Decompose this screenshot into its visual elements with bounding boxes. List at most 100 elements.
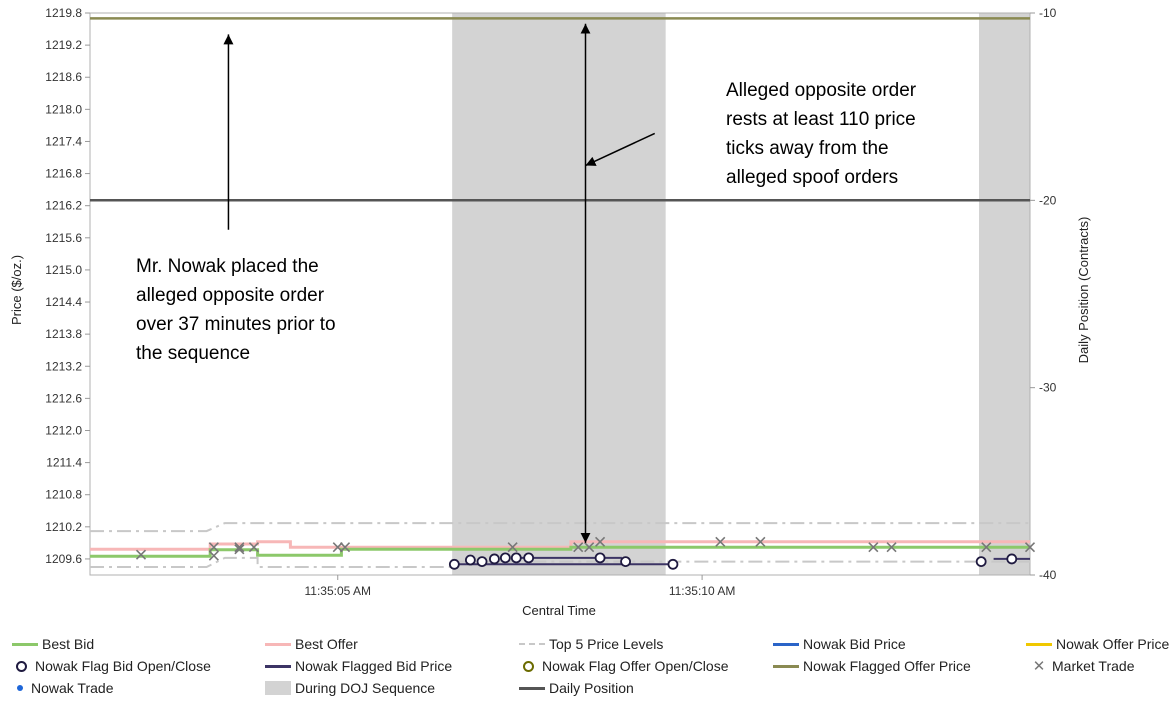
market-trade-marker (755, 536, 766, 547)
legend-item-daily-position: Daily Position (519, 678, 634, 698)
doj-sequence-shade (978, 13, 1030, 575)
market-trade-marker (595, 536, 606, 547)
y-tick-label: 1209.6 (45, 552, 82, 566)
y-tick-label: 1213.2 (45, 359, 82, 373)
legend-label: Daily Position (549, 680, 634, 696)
legend-swatch (265, 642, 291, 646)
legend-item-nowak-bid-price: Nowak Bid Price (773, 634, 906, 654)
x-tick-label: 11:35:05 AM (305, 584, 372, 598)
market-trade-marker (1024, 542, 1036, 553)
flag-bid-open-close-marker (975, 556, 987, 568)
annotation-line: ticks away from the (726, 138, 889, 159)
market-trade-marker (234, 544, 245, 555)
annotation-line: alleged spoof orders (726, 167, 899, 188)
series-line-top-5-price-levels (90, 522, 1030, 533)
legend-item-best-offer: Best Offer (265, 634, 358, 654)
legend-label: Market Trade (1052, 658, 1135, 674)
market-trade-marker (135, 549, 147, 560)
flag-bid-open-close-marker (1006, 553, 1018, 565)
y-tick-label: 1218.6 (45, 70, 82, 84)
x-axis-ticks: 11:35:05 AM 11:35:10 AM (305, 575, 735, 598)
market-trade-marker (573, 542, 584, 553)
shaded-regions (452, 13, 1030, 575)
legend-item-during-doj-sequence: During DOJ Sequence (265, 678, 435, 698)
legend-label: Nowak Flag Offer Open/Close (542, 658, 729, 674)
x-axis-title: Central Time (522, 603, 596, 618)
market-trade-marker (715, 536, 726, 547)
market-trade-marker (208, 550, 219, 561)
y-axis-ticks: 1209.6 1210.2 1210.8 1211.4 1212.0 1212.6 1213… (45, 6, 90, 566)
legend-label: Best Bid (42, 636, 95, 652)
market-trade-marker (886, 542, 897, 553)
flag-bid-open-close-marker (667, 558, 679, 570)
legend-swatch (773, 642, 799, 646)
y-tick-label: 1216.8 (45, 167, 82, 181)
legend-swatch (773, 664, 799, 668)
y-tick-label: 1212.6 (45, 391, 82, 405)
legend-item-nowak-flagged-offer-price: Nowak Flagged Offer Price (773, 656, 971, 676)
legend: Best Bid Best Offer Top 5 Price Levels N… (0, 634, 1175, 700)
legend-item-nowak-offer-price: Nowak Offer Price (1026, 634, 1169, 654)
y-tick-label: 1217.4 (45, 134, 82, 148)
market-trade-marker (332, 542, 343, 553)
market-trade-marker (248, 542, 260, 553)
legend-item-top-5-price-levels: Top 5 Price Levels (519, 634, 663, 654)
flag-bid-open-close-marker (476, 556, 488, 568)
market-trade-marker (507, 542, 518, 553)
series-line-best-offer (90, 540, 1030, 551)
y2-tick-label: -40 (1039, 568, 1057, 582)
legend-swatch (523, 660, 534, 672)
x-mark-icon: ✕ (1032, 658, 1046, 675)
flag-bid-open-close-marker (464, 554, 476, 566)
annotation-line: the sequence (136, 343, 251, 364)
market-trade-marker (339, 542, 351, 553)
y-tick-label: 1210.8 (45, 488, 82, 502)
y-tick-label: 1215.6 (45, 231, 82, 245)
y2-tick-label: -10 (1039, 6, 1057, 20)
y-tick-label: 1215.0 (45, 263, 82, 277)
annotation-line: alleged opposite order (136, 285, 325, 306)
legend-swatch (16, 660, 27, 672)
plot-frame (89, 12, 1031, 576)
flag-bid-open-close-marker (448, 558, 460, 570)
flag-bid-open-close-marker (489, 553, 500, 565)
legend-label: Top 5 Price Levels (549, 636, 664, 652)
annotation-arrow (585, 132, 656, 167)
legend-item-market-trade: ✕ Market Trade (1032, 656, 1135, 676)
y-tick-label: 1210.2 (45, 520, 82, 534)
legend-item-nowak-flagged-bid-price: Nowak Flagged Bid Price (265, 656, 452, 676)
y-tick-label: 1218.0 (45, 102, 82, 116)
legend-swatch (265, 681, 291, 695)
y2-axis-ticks: -10 -20 -30 -40 (1030, 6, 1057, 582)
legend-item-nowak-flag-bid-open-close: Nowak Flag Bid Open/Close (12, 656, 211, 676)
legend-swatch (519, 686, 545, 690)
legend-label: Nowak Trade (31, 680, 114, 696)
y2-tick-label: -20 (1039, 193, 1057, 207)
flag-bid-open-close-marker (510, 552, 522, 564)
y-tick-label: 1211.4 (46, 456, 82, 470)
flag-bid-open-close-marker (620, 556, 631, 568)
doj-sequence-shade (452, 13, 666, 575)
legend-swatch (265, 664, 291, 668)
annotation-opposite-order-distance: Alleged opposite order rests at least 11… (726, 76, 916, 192)
legend-label: Nowak Bid Price (803, 636, 906, 652)
legend-swatch (1026, 642, 1052, 646)
legend-label: Best Offer (295, 636, 358, 652)
legend-swatch (17, 685, 23, 691)
market-trade-marker (981, 542, 992, 553)
legend-label: Nowak Flagged Offer Price (803, 658, 971, 674)
annotation-line: rests at least 110 price (726, 109, 916, 130)
y-tick-label: 1213.8 (45, 327, 82, 341)
y-axis-title: Price ($/oz.) (9, 255, 24, 325)
legend-item-nowak-trade: Nowak Trade (12, 678, 113, 698)
market-trade-marker (208, 542, 219, 553)
legend-swatch (12, 642, 38, 646)
annotation-line: Alleged opposite order (726, 80, 917, 101)
legend-label: Nowak Flagged Bid Price (295, 658, 453, 674)
chart-area: 1209.6 1210.2 1210.8 1211.4 1212.0 1212.6 1213… (9, 6, 1091, 618)
market-trade-marker (868, 542, 879, 553)
y-tick-label: 1219.2 (45, 38, 82, 52)
annotation-opposite-order-timing: Mr. Nowak placed the alleged opposite or… (136, 252, 336, 368)
y2-tick-label: -30 (1039, 381, 1057, 395)
legend-swatch (519, 643, 545, 645)
